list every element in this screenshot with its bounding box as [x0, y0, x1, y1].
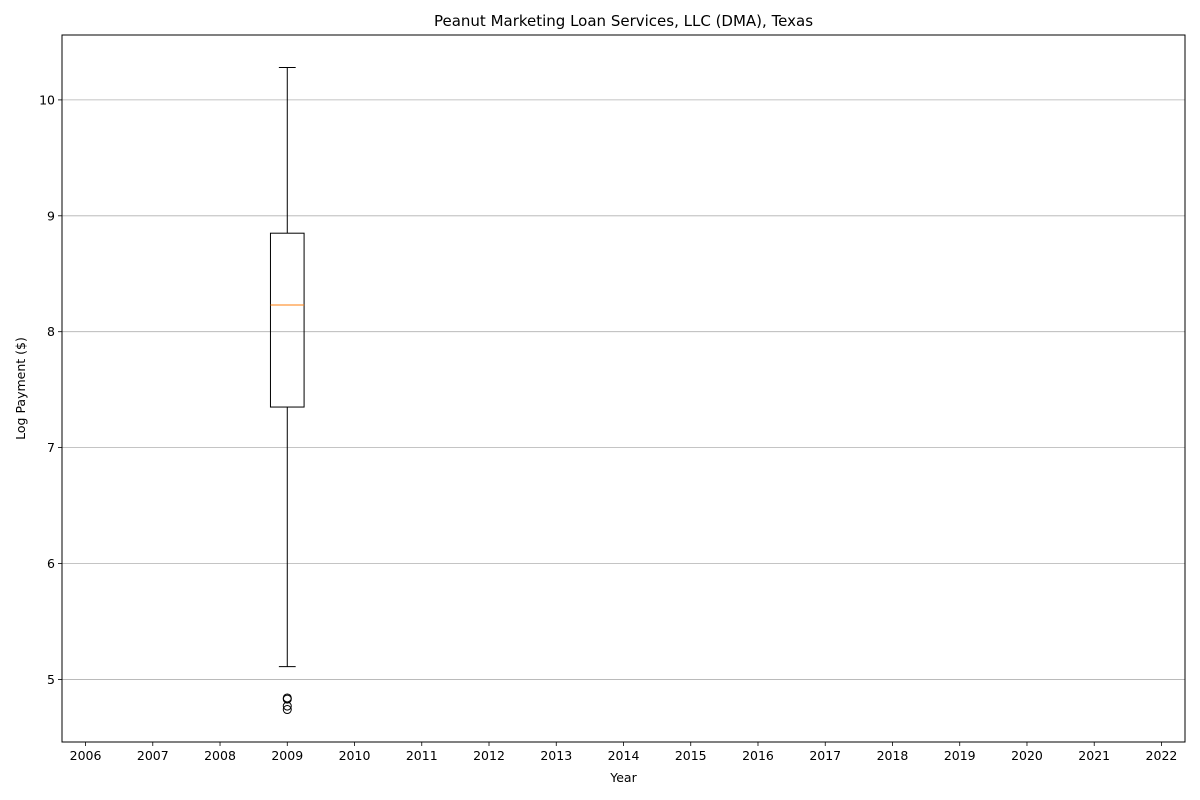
box-iqr [269, 232, 305, 408]
x-tick-label: 2012 [473, 748, 505, 763]
chart-title: Peanut Marketing Loan Services, LLC (DMA… [434, 12, 813, 30]
y-axis-ticks: 5 6 7 8 9 10 [39, 92, 62, 687]
x-tick-label: 2015 [675, 748, 707, 763]
x-axis-label: Year [609, 770, 637, 785]
plot-marks [269, 66, 305, 715]
outlier-point [282, 705, 292, 715]
x-tick-label: 2006 [70, 748, 102, 763]
y-tick-label: 9 [47, 208, 55, 223]
y-tick-label: 10 [39, 92, 55, 107]
grid-lines [62, 99, 1185, 680]
y-tick-label: 8 [47, 324, 55, 339]
x-tick-label: 2013 [540, 748, 572, 763]
x-tick-label: 2010 [339, 748, 371, 763]
x-tick-label: 2020 [1011, 748, 1043, 763]
x-tick-label: 2014 [608, 748, 640, 763]
y-axis-label: Log Payment ($) [13, 337, 28, 440]
outlier-point [282, 693, 292, 703]
x-tick-label: 2017 [809, 748, 841, 763]
x-tick-label: 2022 [1146, 748, 1178, 763]
x-axis-ticks: 2006 2007 2008 2009 2010 2011 2012 2013 2014 2015… [70, 742, 1178, 763]
x-tick-label: 2016 [742, 748, 774, 763]
x-tick-label: 2019 [944, 748, 976, 763]
x-tick-label: 2011 [406, 748, 438, 763]
x-tick-label: 2021 [1078, 748, 1110, 763]
x-tick-label: 2018 [877, 748, 909, 763]
x-tick-label: 2008 [204, 748, 236, 763]
plot-frame [61, 34, 1186, 743]
x-tick-label: 2007 [137, 748, 169, 763]
x-tick-label: 2009 [271, 748, 303, 763]
y-tick-label: 6 [47, 556, 55, 571]
y-tick-label: 5 [47, 672, 55, 687]
y-tick-label: 7 [47, 440, 55, 455]
